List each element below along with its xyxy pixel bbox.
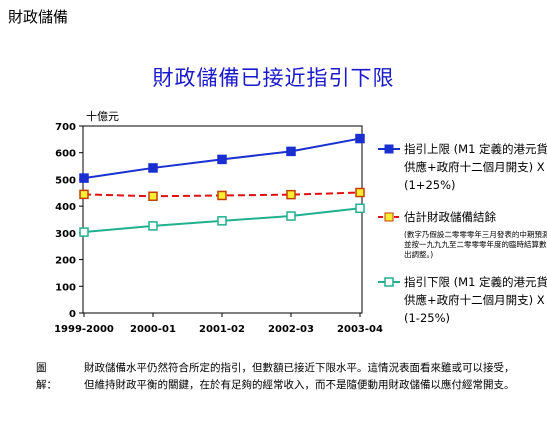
y-axis-unit-label: 十億元	[86, 110, 119, 123]
y-tick-label: 700	[55, 122, 76, 133]
data-point-series-2	[217, 216, 227, 226]
caption-text: 財政儲備水平仍然符合所定的指引，但數額已接近下限水平。這情況表面看來雖或可以接受…	[84, 362, 515, 391]
data-point-series-0	[148, 163, 158, 173]
data-point-series-0	[79, 173, 89, 183]
legend-label-upper-limit: 指引上限 (M1 定義的港元貨幣供應+政府十二個月開支) X (1+25%)	[404, 142, 547, 192]
legend-item-lower-limit: 指引下限 (M1 定義的港元貨幣供應+政府十二個月開支) X (1-25%)	[378, 273, 547, 325]
y-tick-label: 500	[55, 175, 76, 186]
data-point-series-2	[286, 211, 296, 221]
y-tick-label: 300	[55, 229, 76, 240]
data-point-series-2	[79, 227, 89, 237]
y-tick-label: 100	[55, 282, 76, 293]
x-tick-label: 2000-01	[130, 324, 176, 335]
y-tick-label: 400	[55, 202, 76, 213]
data-point-series-1	[286, 189, 296, 200]
x-tick-label: 1999-2000	[54, 324, 114, 335]
data-point-series-1	[217, 190, 227, 201]
data-point-series-1	[79, 189, 89, 200]
data-point-series-0	[217, 154, 227, 165]
y-tick-label: 600	[55, 149, 76, 160]
x-tick-label: 2002-03	[268, 324, 314, 335]
data-point-series-0	[355, 133, 365, 144]
data-point-series-2	[355, 203, 365, 214]
legend-item-upper-limit: 指引上限 (M1 定義的港元貨幣供應+政府十二個月開支) X (1+25%)	[378, 140, 547, 192]
data-point-series-0	[286, 146, 296, 157]
page-header: 財政儲備	[8, 8, 69, 26]
x-tick-label: 2003-04	[337, 324, 383, 335]
legend-item-estimated-reserve: 估計財政儲備結餘 (數字乃假設二零零零年三月發表的中期預測，並按一九九九至二零零…	[378, 208, 547, 268]
legend-marker-upper-limit	[378, 144, 400, 154]
data-point-series-2	[148, 221, 158, 231]
chart-title: 財政儲備已接近指引下限	[152, 66, 395, 90]
x-tick-label: 2001-02	[199, 324, 245, 335]
legend-marker-lower-limit	[378, 277, 400, 287]
caption-label: 圖解：	[36, 362, 57, 391]
legend-label-estimated-reserve: 估計財政儲備結餘	[404, 210, 496, 224]
y-tick-label: 200	[55, 256, 76, 267]
data-point-series-1	[148, 191, 158, 202]
y-tick-label: 0	[69, 309, 76, 320]
legend-note-estimated-reserve: (數字乃假設二零零零年三月發表的中期預測，並按一九九九至二零零零年度的臨時結算數…	[404, 230, 547, 259]
legend-label-lower-limit: 指引下限 (M1 定義的港元貨幣供應+政府十二個月開支) X (1-25%)	[404, 275, 547, 325]
data-point-series-1	[355, 187, 365, 198]
legend-marker-estimated-reserve	[378, 212, 400, 222]
